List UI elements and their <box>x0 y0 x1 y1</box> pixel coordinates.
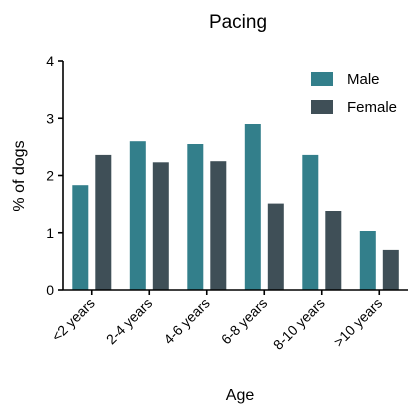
legend-label-female: Female <box>347 99 397 116</box>
bar-male-2 <box>129 141 146 290</box>
y-tick-label: 4 <box>46 53 54 69</box>
y-tick-label: 1 <box>46 225 54 241</box>
y-tick-label: 2 <box>46 168 54 184</box>
x-tick-label: 6-8 years <box>218 295 271 348</box>
bar-male-6 <box>359 231 376 290</box>
x-axis-title: Age <box>226 387 255 404</box>
legend-label-male: Male <box>347 71 380 88</box>
bar-female-6 <box>382 249 399 290</box>
bar-male-4 <box>244 124 261 290</box>
bar-female-3 <box>210 161 227 290</box>
bar-female-1 <box>95 154 112 290</box>
chart-title: Pacing <box>209 12 267 33</box>
y-axis-title: % of dogs <box>11 140 28 211</box>
x-tick-label: >10 years <box>330 295 385 350</box>
y-tick-label: 3 <box>46 110 54 126</box>
bar-male-3 <box>187 144 204 290</box>
legend-swatch-male <box>311 72 333 86</box>
plot-area: 0 1 2 3 4 <2 years 2-4 years 4-6 years 6-8 years… <box>46 53 408 353</box>
x-tick-label: 2-4 years <box>103 295 156 348</box>
y-tick-label: 0 <box>46 282 54 298</box>
x-tick-label: <2 years <box>48 295 98 345</box>
x-tick-label: 4-6 years <box>160 295 213 348</box>
bar-male-1 <box>72 185 89 290</box>
legend-swatch-female <box>311 100 333 114</box>
bar-female-2 <box>152 162 169 290</box>
bar-male-5 <box>302 154 319 290</box>
legend: Male Female <box>311 71 397 116</box>
x-tick-label: 8-10 years <box>270 295 328 353</box>
bar-female-4 <box>267 203 284 290</box>
bar-female-5 <box>325 211 342 290</box>
